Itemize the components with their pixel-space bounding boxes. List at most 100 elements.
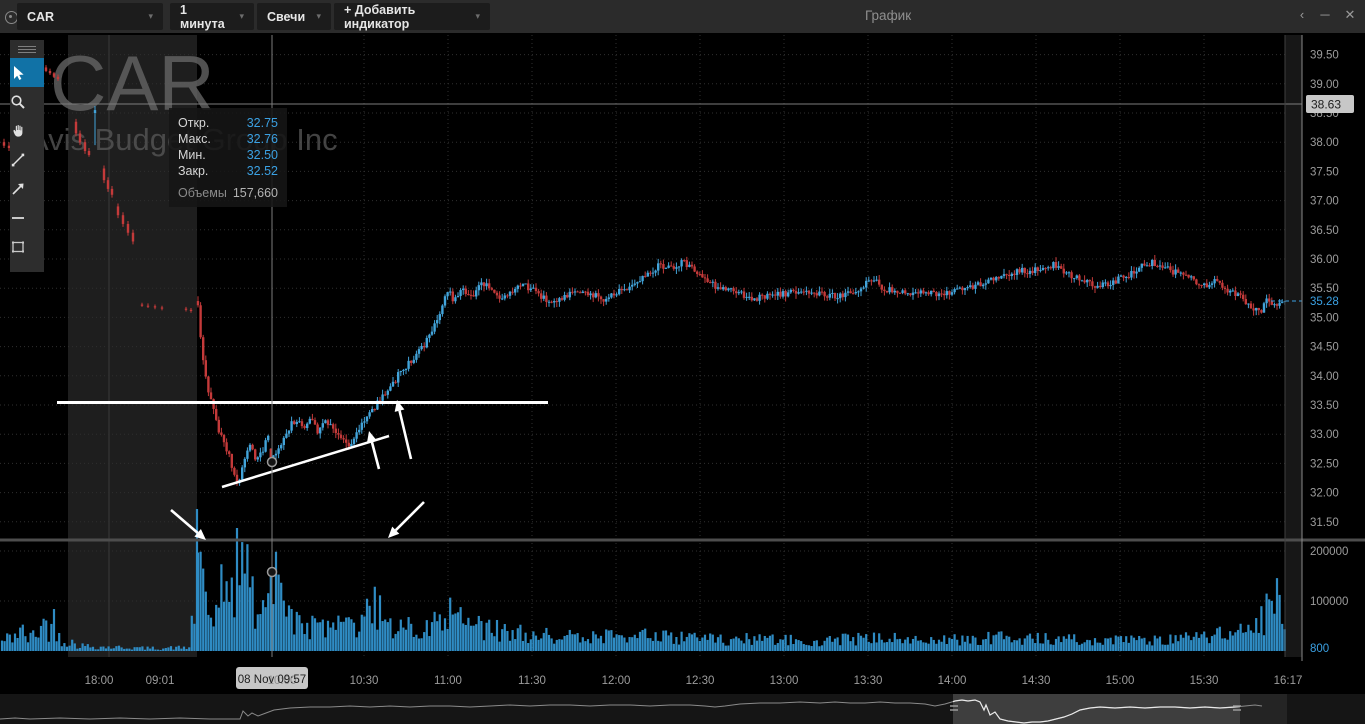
arrow-tool-button[interactable] [10, 174, 44, 203]
svg-text:34.50: 34.50 [1310, 342, 1339, 354]
rectangle-tool-button[interactable] [10, 232, 44, 261]
add-indicator-label: + Добавить индикатор [344, 2, 416, 31]
hand-icon [13, 124, 23, 137]
crosshair-price-dot [266, 456, 278, 468]
high-label: Макс. [178, 132, 211, 146]
svg-text:32.00: 32.00 [1310, 488, 1339, 500]
svg-text:15:30: 15:30 [1190, 675, 1219, 687]
horizontal-line-icon [12, 216, 24, 219]
symbol-dropdown[interactable]: CAR ▾ [17, 3, 163, 30]
svg-text:08 Nov 09:57: 08 Nov 09:57 [238, 674, 306, 686]
close-label: Закр. [178, 164, 209, 178]
close-button[interactable]: ✕ [1344, 7, 1356, 22]
svg-text:10:30: 10:30 [350, 675, 379, 687]
volume-value: 157,660 [232, 186, 278, 200]
cursor-tool-button[interactable] [10, 58, 44, 87]
navigator-dim-zone [1240, 694, 1287, 724]
svg-text:39.50: 39.50 [1310, 50, 1339, 62]
last-volume-label: 800 [1310, 643, 1329, 655]
svg-text:36.00: 36.00 [1310, 254, 1339, 266]
svg-text:36.50: 36.50 [1310, 225, 1339, 237]
last-price-label: 35.28 [1310, 296, 1339, 308]
cursor-icon [14, 65, 24, 80]
crosshair-price-label [1306, 95, 1354, 113]
toolbar-menu-button[interactable] [10, 40, 44, 58]
svg-text:11:30: 11:30 [518, 675, 546, 687]
open-value: 32.75 [246, 116, 278, 130]
svg-text:33.50: 33.50 [1310, 400, 1339, 412]
chevron-down-icon: ▾ [316, 11, 321, 21]
close-value: 32.52 [246, 164, 278, 178]
interval-label: 1 минута [180, 2, 225, 31]
svg-text:31.50: 31.50 [1310, 517, 1339, 529]
volume-label: Объемы [178, 186, 227, 200]
svg-text:12:30: 12:30 [686, 675, 715, 687]
svg-text:38.00: 38.00 [1310, 137, 1339, 149]
chart-type-label: Свечи [267, 9, 306, 24]
svg-text:34.00: 34.00 [1310, 371, 1339, 383]
price-axis[interactable]: 39.5039.0038.5038.0037.5037.0036.5036.00… [1306, 50, 1354, 655]
trendline-icon [11, 153, 25, 166]
svg-text:35.50: 35.50 [1310, 283, 1339, 295]
ohlc-tooltip: Откр. 32.75 Макс. 32.76 Мин. 32.50 Закр. 32.… [169, 108, 287, 207]
chevron-down-icon: ▾ [148, 11, 153, 21]
high-value: 32.76 [246, 132, 278, 146]
rectangle-icon [12, 241, 24, 252]
svg-text:13:00: 13:00 [770, 675, 799, 687]
pane-divider[interactable] [0, 538, 1365, 542]
svg-text:10:00: 10:00 [268, 675, 297, 687]
open-label: Откр. [178, 116, 210, 130]
time-axis[interactable]: 18:00 09:01 10:30 11:00 11:30 12:00 12:30 13:00… [85, 667, 1303, 689]
svg-text:12:00: 12:00 [602, 675, 631, 687]
svg-text:32.50: 32.50 [1310, 458, 1339, 470]
svg-text:11:00: 11:00 [434, 675, 462, 687]
annotation-arrow[interactable] [170, 509, 206, 540]
back-button[interactable]: ‹ [1299, 7, 1305, 22]
svg-text:200000: 200000 [1310, 546, 1348, 558]
add-indicator-button[interactable]: + Добавить индикатор ▾ [334, 2, 490, 31]
magnifier-icon [11, 94, 25, 109]
svg-text:14:00: 14:00 [938, 675, 967, 687]
svg-text:37.00: 37.00 [1310, 196, 1339, 208]
window-title: График [865, 8, 912, 23]
svg-text:15:00: 15:00 [1106, 675, 1135, 687]
crosshair-volume-dot [266, 566, 278, 578]
trendline-tool-button[interactable] [10, 145, 44, 174]
top-toolbar: CAR ▾ 1 минута ▾ Свечи ▾ + Добавить инди… [0, 0, 1365, 33]
plot-right-margin [1285, 35, 1302, 657]
chevron-down-icon: ▾ [475, 11, 480, 21]
annotation-arrow[interactable] [394, 400, 413, 460]
chevron-down-icon: ▾ [239, 11, 244, 21]
candlestick-series [2, 60, 1286, 486]
annotation-arrow[interactable] [388, 501, 425, 538]
low-value: 32.50 [246, 148, 278, 162]
drawing-annotations [57, 400, 548, 540]
interval-dropdown[interactable]: 1 минута ▾ [170, 2, 254, 31]
zoom-tool-button[interactable] [10, 87, 44, 116]
navigator-handle-right[interactable] [1233, 705, 1241, 711]
annotation-arrow[interactable] [366, 431, 381, 470]
navigator-viewport[interactable] [953, 694, 1240, 724]
svg-text:09:01: 09:01 [146, 675, 175, 687]
svg-text:35.00: 35.00 [1310, 312, 1339, 324]
svg-text:38.63: 38.63 [1311, 98, 1341, 112]
trend-line[interactable] [221, 434, 390, 489]
crosshair-time-label [236, 667, 308, 689]
chart-navigator[interactable] [0, 694, 1365, 724]
svg-text:13:30: 13:30 [854, 675, 883, 687]
low-label: Мин. [178, 148, 206, 162]
svg-text:100000: 100000 [1310, 596, 1348, 608]
chart-type-dropdown[interactable]: Свечи ▾ [257, 3, 331, 30]
minimize-button[interactable]: ─ [1320, 7, 1330, 22]
svg-text:37.50: 37.50 [1310, 166, 1339, 178]
arrow-icon [12, 183, 24, 195]
svg-text:18:00: 18:00 [85, 675, 114, 687]
navigator-handle-left[interactable] [950, 705, 958, 711]
horizontal-line-tool-button[interactable] [10, 203, 44, 232]
svg-text:14:30: 14:30 [1022, 675, 1051, 687]
drawing-toolbar [10, 40, 44, 272]
svg-text:16:17: 16:17 [1274, 675, 1303, 687]
pan-tool-button[interactable] [10, 116, 44, 145]
svg-text:33.00: 33.00 [1310, 429, 1339, 441]
